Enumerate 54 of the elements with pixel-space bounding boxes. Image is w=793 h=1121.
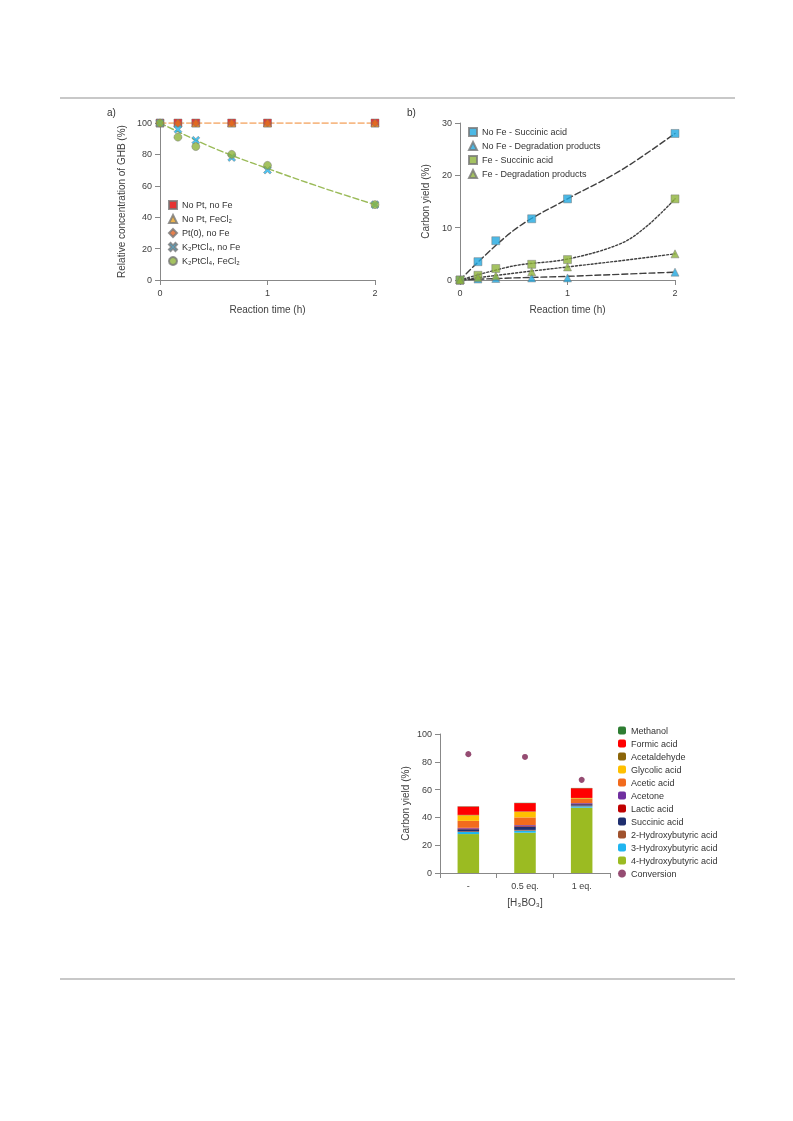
x-axis-title: [H₃BO₃]	[507, 896, 543, 908]
x-tick-label: 2	[672, 287, 678, 298]
legend-label: Conversion	[631, 868, 677, 879]
y-tick-label: 20	[441, 170, 452, 181]
y-tick-label: 0	[426, 868, 432, 878]
legend-label: Acetaldehyde	[631, 751, 686, 762]
y-tick-label: 0	[446, 275, 452, 285]
legend-label: 4-Hydroxybutyric acid	[631, 855, 718, 866]
y-tick-label: 60	[141, 180, 152, 191]
legend-label: K₂PtCl₄, FeCl₂	[182, 256, 241, 266]
x-tick-label: 1 eq.	[571, 880, 592, 891]
x-axis-title: Reaction time (h)	[229, 303, 306, 315]
y-tick-label: 100	[136, 118, 152, 128]
legend-label: Pt(0), no Fe	[182, 228, 230, 238]
y-axis-title: Relative concentration of GHB (%)	[115, 125, 127, 278]
legend-label: Glycolic acid	[631, 764, 682, 775]
x-tick-label: -	[466, 880, 470, 891]
legend-label: 2-Hydroxybutyric acid	[631, 829, 718, 840]
legend-label: Fe - Degradation products	[482, 169, 588, 179]
y-tick-label: 80	[421, 756, 432, 767]
legend-label: K₂PtCl₄, no Fe	[182, 242, 241, 252]
legend-label: No Pt, FeCl₂	[182, 214, 233, 224]
legend-label: No Fe - Succinic acid	[482, 127, 568, 137]
x-tick-label: 0	[457, 287, 463, 298]
legend-label: Acetic acid	[631, 777, 675, 788]
y-tick-label: 80	[141, 149, 152, 160]
x-tick-label: 1	[564, 287, 571, 298]
x-axis-title: Reaction time (h)	[529, 303, 606, 315]
y-axis-title: Carbon yield (%)	[399, 766, 411, 841]
legend-label: No Pt, no Fe	[182, 200, 233, 210]
legend-label: Fe - Succinic acid	[482, 155, 554, 165]
text: a)	[107, 106, 116, 118]
legend-label: Formic acid	[631, 738, 678, 749]
legend-label: Methanol	[631, 725, 669, 736]
x-tick-label: 1	[264, 287, 271, 298]
legend-label: Lactic acid	[631, 803, 674, 814]
x-tick-label: 2	[372, 287, 378, 298]
y-tick-label: 0	[146, 275, 152, 285]
y-axis-title: Carbon yield (%)	[419, 164, 431, 239]
x-tick-label: 0	[157, 287, 163, 298]
y-tick-label: 30	[441, 118, 452, 128]
y-tick-label: 60	[421, 784, 432, 795]
y-tick-label: 40	[141, 212, 152, 223]
y-tick-label: 20	[421, 840, 432, 851]
legend-label: Acetone	[631, 790, 665, 801]
legend-label: Succinic acid	[631, 816, 684, 827]
legend-label: 3-Hydroxybutyric acid	[631, 842, 718, 853]
y-tick-label: 100	[416, 729, 432, 739]
y-tick-label: 10	[441, 222, 452, 233]
x-tick-label: 0.5 eq.	[511, 880, 539, 891]
legend-label: No Fe - Degradation products	[482, 141, 602, 151]
y-tick-label: 40	[421, 812, 432, 823]
y-tick-label: 20	[141, 243, 152, 254]
text: b)	[407, 106, 416, 118]
